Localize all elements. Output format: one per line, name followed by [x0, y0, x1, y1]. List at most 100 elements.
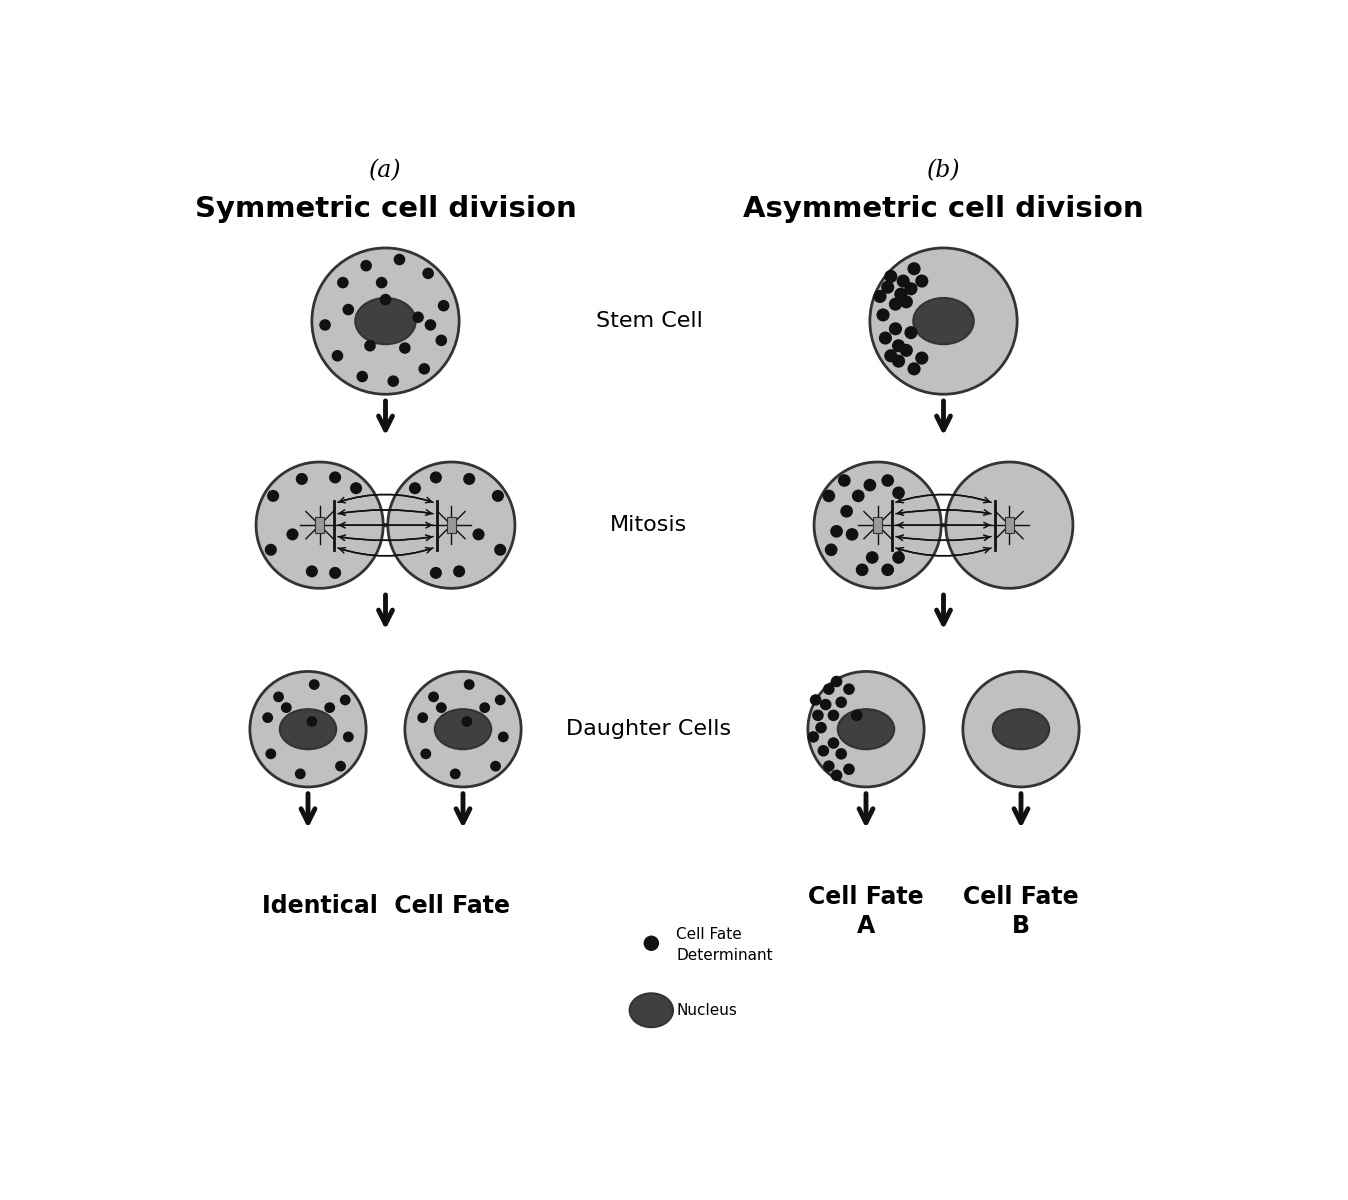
Circle shape	[394, 253, 406, 265]
Circle shape	[884, 349, 898, 362]
Circle shape	[325, 702, 336, 713]
Circle shape	[329, 472, 341, 484]
Circle shape	[899, 344, 913, 356]
Circle shape	[888, 298, 902, 311]
Circle shape	[896, 275, 910, 288]
Circle shape	[818, 745, 829, 756]
Circle shape	[824, 761, 834, 772]
Circle shape	[962, 672, 1080, 787]
Circle shape	[892, 340, 905, 353]
Circle shape	[425, 319, 437, 331]
Circle shape	[842, 683, 855, 695]
Circle shape	[842, 763, 855, 775]
Bar	[315, 517, 324, 533]
Circle shape	[266, 749, 276, 760]
Text: Stem Cell: Stem Cell	[596, 311, 702, 331]
Circle shape	[816, 722, 826, 733]
Circle shape	[820, 698, 832, 710]
Circle shape	[342, 732, 353, 743]
Circle shape	[830, 769, 842, 781]
Circle shape	[295, 768, 306, 779]
Circle shape	[356, 371, 368, 383]
Circle shape	[879, 331, 892, 344]
Circle shape	[418, 713, 429, 724]
Circle shape	[852, 490, 864, 503]
Text: Cell Fate: Cell Fate	[809, 886, 923, 910]
Circle shape	[287, 528, 298, 540]
Circle shape	[464, 473, 476, 485]
Circle shape	[811, 709, 824, 721]
Circle shape	[336, 761, 346, 772]
Circle shape	[865, 551, 879, 564]
Ellipse shape	[356, 298, 415, 344]
Circle shape	[438, 300, 449, 312]
Circle shape	[295, 473, 307, 485]
Circle shape	[399, 342, 411, 354]
Circle shape	[836, 748, 847, 760]
Circle shape	[888, 323, 902, 335]
Text: Asymmetric cell division: Asymmetric cell division	[743, 196, 1144, 223]
Circle shape	[851, 709, 863, 721]
Circle shape	[472, 528, 484, 540]
Circle shape	[412, 312, 423, 323]
Circle shape	[264, 544, 276, 556]
Circle shape	[884, 270, 898, 283]
Circle shape	[822, 490, 836, 503]
Circle shape	[340, 695, 350, 706]
Circle shape	[882, 564, 894, 576]
Circle shape	[422, 268, 434, 280]
Circle shape	[435, 335, 448, 346]
Circle shape	[376, 277, 387, 288]
Circle shape	[249, 672, 367, 787]
Text: B: B	[1012, 913, 1030, 937]
Text: Daughter Cells: Daughter Cells	[566, 719, 732, 739]
Text: (b): (b)	[926, 160, 960, 182]
Circle shape	[450, 768, 461, 779]
Circle shape	[856, 564, 868, 576]
Circle shape	[492, 490, 504, 502]
Bar	[448, 517, 456, 533]
Circle shape	[495, 695, 506, 706]
Ellipse shape	[630, 994, 673, 1027]
Circle shape	[824, 683, 834, 695]
Circle shape	[430, 472, 442, 484]
Circle shape	[497, 732, 508, 743]
Polygon shape	[814, 462, 1073, 588]
Circle shape	[380, 294, 391, 305]
Circle shape	[810, 694, 821, 706]
Circle shape	[418, 364, 430, 374]
Text: Symmetric cell division: Symmetric cell division	[194, 196, 577, 223]
Circle shape	[306, 716, 317, 727]
Circle shape	[280, 702, 291, 713]
Circle shape	[845, 528, 859, 541]
Text: Nucleus: Nucleus	[677, 1003, 737, 1018]
Text: Cell Fate: Cell Fate	[964, 886, 1078, 910]
Circle shape	[864, 479, 876, 492]
Circle shape	[807, 672, 925, 787]
Circle shape	[430, 566, 442, 578]
Bar	[1006, 517, 1014, 533]
Circle shape	[830, 524, 842, 538]
Bar	[874, 517, 882, 533]
Circle shape	[915, 275, 929, 288]
Circle shape	[311, 248, 460, 395]
Circle shape	[429, 691, 439, 702]
Circle shape	[892, 551, 905, 564]
Circle shape	[869, 248, 1018, 395]
Circle shape	[464, 679, 474, 690]
Circle shape	[894, 288, 907, 301]
Circle shape	[329, 566, 341, 578]
Circle shape	[882, 281, 894, 294]
Ellipse shape	[838, 709, 894, 749]
Circle shape	[882, 474, 894, 487]
Circle shape	[461, 716, 472, 727]
Circle shape	[387, 376, 399, 386]
Text: Determinant: Determinant	[677, 948, 772, 964]
Text: (a): (a)	[369, 160, 402, 182]
Circle shape	[830, 676, 842, 688]
Circle shape	[495, 544, 507, 556]
Text: A: A	[857, 913, 875, 937]
Circle shape	[319, 319, 330, 331]
Circle shape	[825, 544, 837, 556]
Polygon shape	[256, 462, 515, 588]
